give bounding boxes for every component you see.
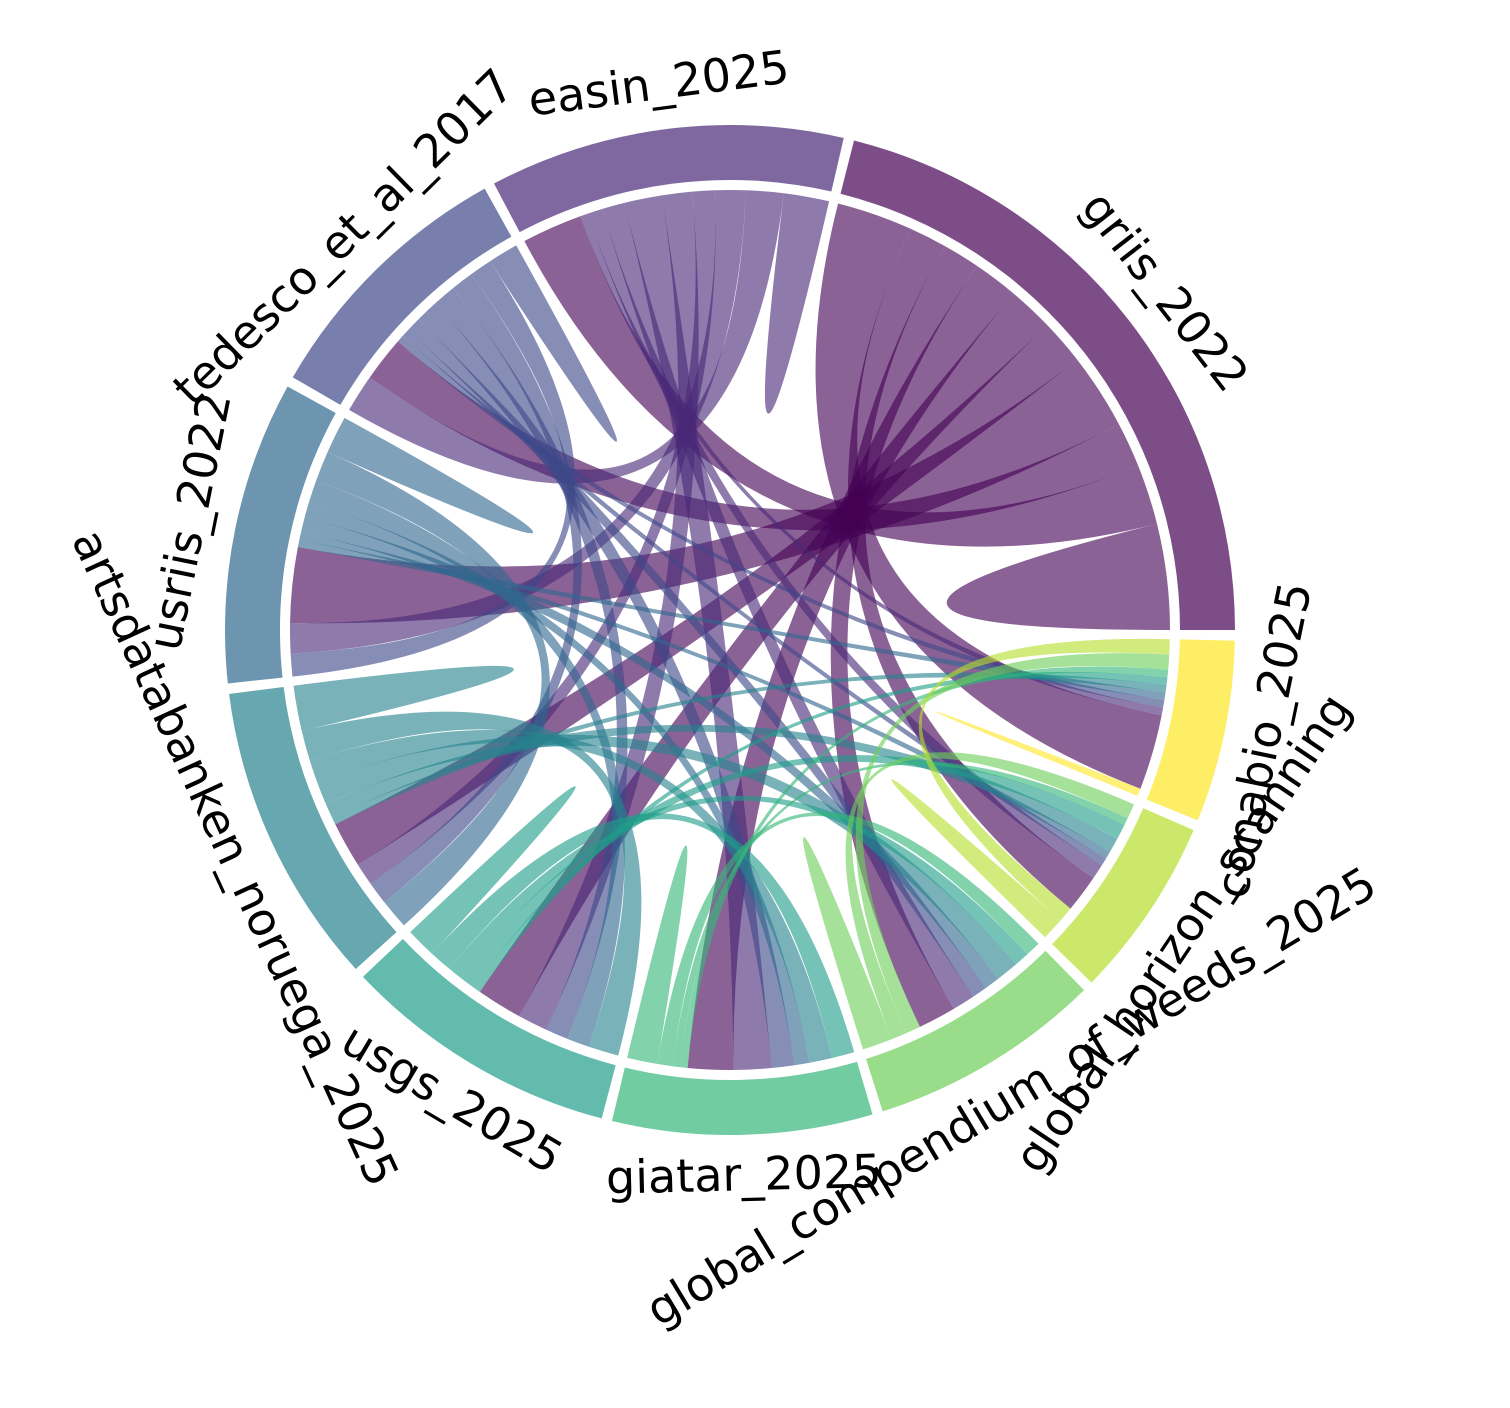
chord	[524, 216, 1157, 547]
node-arc	[1052, 808, 1194, 983]
chord	[490, 245, 617, 442]
arcs	[225, 125, 1235, 1135]
chord	[687, 265, 1014, 1071]
node-arc	[362, 939, 616, 1119]
node-arc	[840, 140, 1235, 630]
chord	[891, 779, 1061, 938]
chord	[297, 539, 1166, 701]
node-arc	[292, 188, 512, 405]
node-arc	[1146, 639, 1235, 821]
chord	[309, 729, 833, 1063]
node-arc	[611, 1061, 873, 1135]
node-arc	[229, 686, 397, 970]
node-arc	[866, 950, 1085, 1112]
chord	[602, 202, 974, 1009]
chord	[946, 523, 1170, 630]
chord	[410, 786, 576, 954]
chord	[316, 452, 550, 926]
chords	[289, 189, 1170, 1071]
chord	[293, 665, 514, 731]
node-label: easin_2025	[525, 39, 792, 126]
chord	[301, 711, 642, 1056]
chord	[934, 711, 1141, 796]
node-arc	[225, 386, 336, 684]
chord	[449, 795, 1028, 979]
chord	[327, 417, 534, 534]
chord	[308, 480, 625, 1047]
chord	[431, 813, 855, 1059]
node-label: giatar_2025	[605, 1144, 882, 1205]
chord	[408, 318, 986, 997]
node-arc	[493, 125, 844, 233]
chord	[803, 837, 892, 1050]
chord	[627, 845, 688, 1064]
chord	[764, 193, 830, 414]
